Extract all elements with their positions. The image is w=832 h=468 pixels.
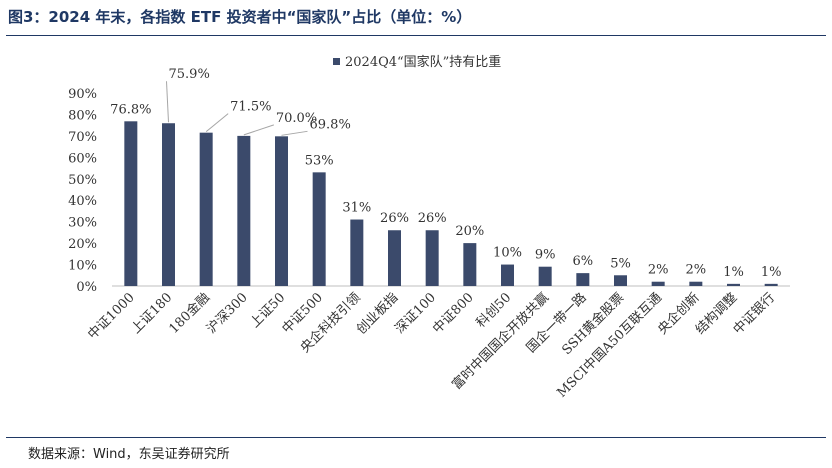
data-label: 71.5%: [230, 100, 271, 115]
data-label: 20%: [455, 224, 484, 239]
data-label: 2%: [686, 263, 707, 278]
y-tick-label: 90%: [68, 87, 97, 102]
data-label: 53%: [305, 153, 334, 168]
x-tick-label: 深证100: [392, 290, 439, 337]
data-label: 5%: [610, 256, 631, 271]
data-label: 69.8%: [310, 117, 351, 132]
data-label: 1%: [723, 265, 744, 280]
data-label-leader: [205, 113, 229, 133]
data-label-leader: [243, 124, 274, 136]
bar: [350, 219, 364, 286]
legend-swatch: [333, 58, 340, 65]
y-tick-label: 60%: [68, 151, 97, 166]
bar: [312, 172, 326, 286]
data-label: 2%: [648, 263, 669, 278]
data-label: 70.0%: [276, 111, 317, 126]
data-label-leader: [281, 130, 308, 136]
bar: [237, 135, 251, 286]
x-tick-label: 沪深300: [203, 290, 250, 337]
data-label: 31%: [342, 201, 371, 216]
bar: [162, 123, 175, 286]
data-label: 1%: [761, 265, 782, 280]
data-label: 26%: [380, 211, 409, 226]
legend-label: 2024Q4“国家队”持有比重: [345, 54, 501, 70]
chart-title: 图3：2024 年末，各指数 ETF 投资者中“国家队”占比（单位：%）: [8, 8, 472, 26]
y-tick-label: 40%: [68, 194, 97, 209]
bar-chart: 2024Q4“国家队”持有比重 0% 10% 20% 30% 40% 50% 60% 70% 80…: [68, 54, 790, 401]
bar: [124, 121, 138, 286]
x-tick-label: 中证银行: [731, 290, 778, 337]
x-tick-label: 中证800: [430, 290, 477, 337]
y-tick-label: 30%: [68, 216, 97, 231]
data-label: 75.9%: [169, 67, 210, 82]
x-tick-label: 上证180: [129, 290, 176, 337]
x-tick-label: 180金融: [166, 290, 213, 337]
bar: [727, 283, 740, 286]
title-rule: [6, 35, 826, 36]
x-tick-label: 创业板指: [354, 290, 401, 337]
x-tick-label: 中证1000: [85, 290, 137, 342]
bar: [651, 281, 665, 286]
bar: [538, 266, 552, 286]
y-tick-label: 70%: [68, 130, 97, 145]
source-note: 数据来源：Wind，东吴证券研究所: [28, 447, 230, 462]
bar: [689, 281, 703, 286]
data-label-leader: [166, 81, 169, 123]
bar: [576, 273, 590, 286]
data-label: 26%: [418, 211, 447, 226]
y-tick-label: 10%: [68, 259, 97, 274]
bar: [501, 264, 514, 286]
data-label: 9%: [535, 248, 556, 263]
data-label: 6%: [573, 254, 594, 269]
data-label: 76.8%: [110, 102, 151, 117]
y-tick-label: 20%: [68, 237, 97, 252]
y-tick-label: 80%: [68, 108, 97, 123]
bar: [425, 230, 439, 286]
bar: [614, 275, 627, 286]
data-label: 10%: [493, 246, 522, 261]
bar: [764, 283, 778, 286]
bar: [388, 230, 401, 286]
bar: [275, 136, 288, 286]
bar: [463, 243, 477, 286]
source-rule: [6, 437, 826, 438]
y-tick-label: 50%: [68, 173, 97, 188]
bar: [199, 132, 213, 286]
y-tick-label: 0%: [76, 280, 97, 295]
